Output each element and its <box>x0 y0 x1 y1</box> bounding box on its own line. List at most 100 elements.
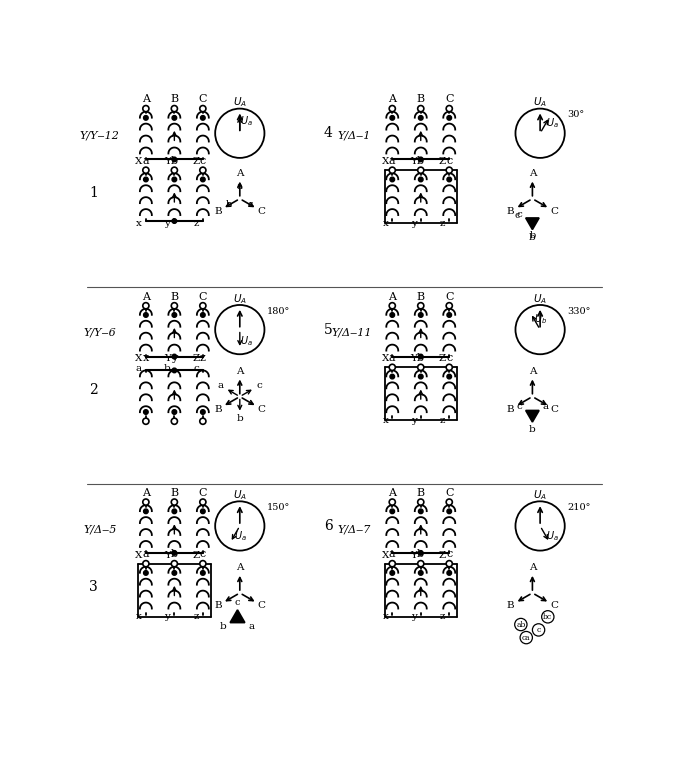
Text: x: x <box>136 219 142 228</box>
Circle shape <box>200 561 206 567</box>
Circle shape <box>419 354 423 359</box>
Text: B: B <box>214 405 221 414</box>
Circle shape <box>447 509 452 513</box>
Text: A: A <box>529 367 536 376</box>
Circle shape <box>418 105 424 112</box>
Text: $U_b$: $U_b$ <box>534 312 547 326</box>
Text: 6: 6 <box>324 519 332 533</box>
Polygon shape <box>526 410 539 422</box>
Circle shape <box>143 105 149 112</box>
Circle shape <box>419 374 423 379</box>
Text: A: A <box>142 95 150 105</box>
Text: 5: 5 <box>324 322 332 337</box>
Circle shape <box>389 499 395 505</box>
Text: b: b <box>164 364 171 373</box>
Text: Y: Y <box>411 354 417 364</box>
Circle shape <box>200 303 206 309</box>
Text: A: A <box>236 367 244 376</box>
Circle shape <box>200 105 206 112</box>
Circle shape <box>172 410 177 414</box>
Text: B: B <box>417 95 425 105</box>
Text: $U_A$: $U_A$ <box>233 488 247 502</box>
Text: x: x <box>382 416 388 425</box>
Circle shape <box>389 561 395 567</box>
Text: Y: Y <box>411 551 417 560</box>
Circle shape <box>447 115 452 120</box>
Text: b: b <box>529 426 536 434</box>
Text: 180°: 180° <box>267 306 290 316</box>
Text: $U_a$: $U_a$ <box>546 529 559 543</box>
Circle shape <box>419 571 423 575</box>
Circle shape <box>389 303 395 309</box>
Text: Z: Z <box>192 354 199 364</box>
Text: a: a <box>542 402 548 411</box>
Circle shape <box>418 499 424 505</box>
Circle shape <box>418 167 424 173</box>
Circle shape <box>419 177 423 182</box>
Circle shape <box>389 364 395 371</box>
Text: b: b <box>220 622 227 631</box>
Text: y: y <box>411 612 417 621</box>
Text: A: A <box>388 292 396 302</box>
Text: ab: ab <box>516 620 526 629</box>
Text: B: B <box>214 601 221 610</box>
Circle shape <box>143 410 148 414</box>
Circle shape <box>171 418 178 424</box>
Text: c: c <box>446 353 452 363</box>
Circle shape <box>172 354 177 359</box>
Circle shape <box>171 561 178 567</box>
Circle shape <box>447 177 452 182</box>
Text: a: a <box>248 622 254 631</box>
Text: Z: Z <box>192 551 199 560</box>
Text: C: C <box>445 488 454 498</box>
Circle shape <box>446 499 452 505</box>
Text: Y: Y <box>164 354 171 364</box>
Polygon shape <box>526 218 539 229</box>
Circle shape <box>446 303 452 309</box>
Text: C: C <box>551 405 559 414</box>
Text: A: A <box>388 95 396 105</box>
Text: $U_A$: $U_A$ <box>533 488 547 502</box>
Text: X: X <box>382 354 389 364</box>
Text: 330°: 330° <box>567 306 590 316</box>
Circle shape <box>172 115 177 120</box>
Text: X: X <box>382 551 389 560</box>
Circle shape <box>172 219 177 223</box>
Circle shape <box>172 177 177 182</box>
Circle shape <box>172 551 177 555</box>
Text: C: C <box>258 601 266 610</box>
Text: X: X <box>135 551 143 560</box>
Circle shape <box>143 561 149 567</box>
Text: c: c <box>514 211 520 220</box>
Text: Y: Y <box>411 157 417 167</box>
Text: X: X <box>135 157 143 167</box>
Circle shape <box>390 177 394 182</box>
Circle shape <box>390 509 394 513</box>
Text: bc: bc <box>543 613 553 621</box>
Circle shape <box>171 303 178 309</box>
Circle shape <box>201 410 205 414</box>
Text: c: c <box>193 364 199 373</box>
Text: 1: 1 <box>89 186 98 200</box>
Text: Y/Δ‒1: Y/Δ‒1 <box>337 131 370 141</box>
Text: Y/Δ‒7: Y/Δ‒7 <box>337 524 370 534</box>
Text: A: A <box>529 563 536 572</box>
Text: b: b <box>529 231 536 240</box>
Text: a: a <box>389 156 396 166</box>
Circle shape <box>447 374 452 379</box>
Circle shape <box>143 312 148 317</box>
Circle shape <box>418 364 424 371</box>
Text: C: C <box>445 292 454 302</box>
Circle shape <box>201 177 205 182</box>
Circle shape <box>143 418 149 424</box>
Circle shape <box>447 312 452 317</box>
Circle shape <box>418 561 424 567</box>
Circle shape <box>143 303 149 309</box>
Circle shape <box>447 571 452 575</box>
Text: $U_A$: $U_A$ <box>233 96 247 109</box>
Circle shape <box>143 509 148 513</box>
Circle shape <box>419 509 423 513</box>
Text: $U_a$: $U_a$ <box>240 115 252 128</box>
Text: Z: Z <box>439 157 446 167</box>
Text: A: A <box>142 488 150 498</box>
